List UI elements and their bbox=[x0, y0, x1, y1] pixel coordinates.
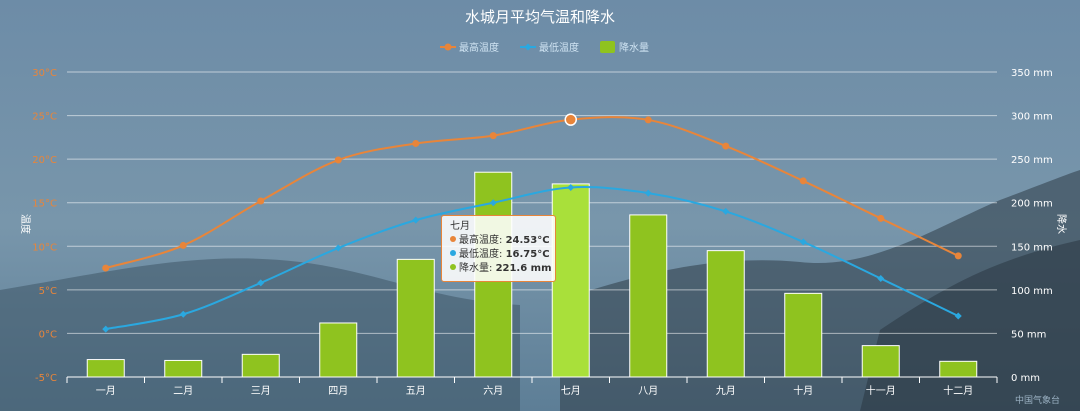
y-right-tick-label: 250 mm bbox=[1011, 155, 1053, 166]
tooltip-row-max-temp: 最高温度: 24.53°C bbox=[450, 234, 550, 248]
x-tick-label: 五月 bbox=[406, 385, 426, 397]
x-tick-label: 十月 bbox=[793, 384, 813, 397]
tooltip-title: 七月 bbox=[450, 221, 470, 232]
min-temp-line bbox=[105, 186, 959, 331]
y-left-tick-label: 10°C bbox=[32, 242, 57, 253]
legend-label: 最低温度 bbox=[539, 41, 579, 54]
y-right-tick-label: 200 mm bbox=[1011, 199, 1053, 210]
x-tick-label: 二月 bbox=[173, 385, 193, 397]
tooltip-row-precipitation: 降水量: 221.6 mm bbox=[450, 262, 552, 276]
y-axis-right: 0 mm 50 mm 100 mm 150 mm 200 mm 250 mm 300 mm 3… bbox=[1011, 68, 1053, 384]
tooltip-row-min-temp: 最低温度: 16.75°C bbox=[450, 248, 550, 262]
precipitation-bar bbox=[319, 322, 358, 378]
min-temp-point bbox=[567, 183, 575, 191]
y-right-tick-label: 50 mm bbox=[1011, 329, 1046, 340]
y-left-tick-label: -5°C bbox=[35, 373, 57, 384]
legend-circle-marker bbox=[444, 43, 452, 51]
y-left-tick-label: 25°C bbox=[32, 112, 57, 123]
max-temp-point bbox=[257, 197, 265, 205]
max-temp-point bbox=[722, 142, 730, 150]
legend-bar-swatch bbox=[600, 41, 615, 53]
precipitation-bar bbox=[86, 359, 125, 378]
min-temp-point bbox=[257, 279, 265, 287]
y-right-tick-label: 150 mm bbox=[1011, 242, 1053, 253]
min-temp-point bbox=[334, 244, 342, 252]
x-tick-label: 十二月 bbox=[943, 384, 973, 397]
legend: 最高温度 最低温度 降水量 bbox=[440, 41, 649, 54]
y-right-tick-label: 0 mm bbox=[1011, 373, 1040, 384]
min-temp-point bbox=[489, 199, 497, 207]
x-tick-label: 十一月 bbox=[866, 384, 896, 397]
max-temp-point bbox=[412, 139, 420, 147]
min-temp-point bbox=[102, 325, 110, 333]
green-dot-icon bbox=[450, 264, 456, 270]
watermark: 中国气象台 bbox=[1015, 394, 1060, 406]
max-temp-point bbox=[489, 132, 497, 140]
y-axis-left: -5°C 0°C 5°C 10°C 15°C 20°C 25°C 30°C bbox=[32, 68, 57, 384]
max-temp-point bbox=[644, 116, 652, 124]
x-tick-label: 八月 bbox=[638, 385, 658, 397]
precipitation-bar bbox=[629, 214, 668, 378]
precipitation-bar bbox=[164, 359, 203, 378]
precipitation-bar bbox=[861, 345, 900, 378]
y-left-tick-label: 30°C bbox=[32, 68, 57, 79]
y-left-tick-label: 5°C bbox=[39, 286, 57, 297]
y-axis-left-title: 温度 bbox=[19, 214, 32, 234]
y-right-tick-label: 100 mm bbox=[1011, 286, 1053, 297]
x-tick-label: 七月 bbox=[561, 385, 581, 397]
precipitation-bar bbox=[396, 258, 435, 378]
y-axis-right-title: 降水 bbox=[1055, 214, 1068, 234]
grid-lines bbox=[67, 71, 997, 334]
legend-label: 最高温度 bbox=[459, 41, 499, 54]
max-temp-line bbox=[105, 116, 959, 270]
precipitation-bar bbox=[784, 292, 823, 378]
precipitation-bar bbox=[706, 250, 745, 378]
max-temp-point bbox=[799, 177, 807, 185]
x-tick-label: 四月 bbox=[328, 385, 348, 397]
min-temp-point bbox=[799, 238, 807, 246]
min-temp-point bbox=[179, 310, 187, 318]
max-temp-point bbox=[179, 241, 187, 249]
bar-series-precipitation bbox=[86, 171, 978, 378]
blue-dot-icon bbox=[450, 250, 456, 256]
min-temp-point bbox=[954, 312, 962, 320]
max-temp-point-highlighted bbox=[564, 113, 577, 126]
x-tick-label: 六月 bbox=[483, 385, 503, 397]
min-temp-point bbox=[877, 275, 885, 283]
y-left-tick-label: 0°C bbox=[39, 329, 57, 340]
legend-label: 降水量 bbox=[619, 41, 649, 54]
y-left-tick-label: 15°C bbox=[32, 199, 57, 210]
y-left-tick-label: 20°C bbox=[32, 155, 57, 166]
x-tick-label: 九月 bbox=[716, 385, 736, 397]
y-right-tick-label: 300 mm bbox=[1011, 112, 1053, 123]
max-temp-point bbox=[954, 252, 962, 260]
legend-diamond-marker bbox=[524, 43, 532, 51]
x-axis: 一月 二月 三月 四月 五月 六月 七月 八月 九月 十月 十一月 十二月 bbox=[66, 376, 998, 397]
precipitation-bar bbox=[241, 353, 280, 378]
x-tick-label: 一月 bbox=[96, 385, 116, 397]
max-temp-point bbox=[877, 214, 885, 222]
min-temp-point bbox=[412, 216, 420, 224]
precipitation-bar bbox=[551, 183, 590, 378]
tooltip: 七月 最高温度: 24.53°C 最低温度: 16.75°C 降水量: 221.… bbox=[441, 215, 556, 282]
max-temp-point bbox=[102, 264, 110, 272]
precipitation-bar bbox=[939, 360, 978, 378]
chart-title: 水城月平均气温和降水 bbox=[465, 8, 615, 26]
y-right-tick-label: 350 mm bbox=[1011, 68, 1053, 79]
line-series bbox=[102, 113, 962, 333]
min-temp-point bbox=[644, 189, 652, 197]
max-temp-point bbox=[334, 156, 342, 164]
min-temp-point bbox=[722, 207, 730, 215]
x-tick-label: 三月 bbox=[251, 385, 271, 397]
orange-dot-icon bbox=[450, 236, 456, 242]
